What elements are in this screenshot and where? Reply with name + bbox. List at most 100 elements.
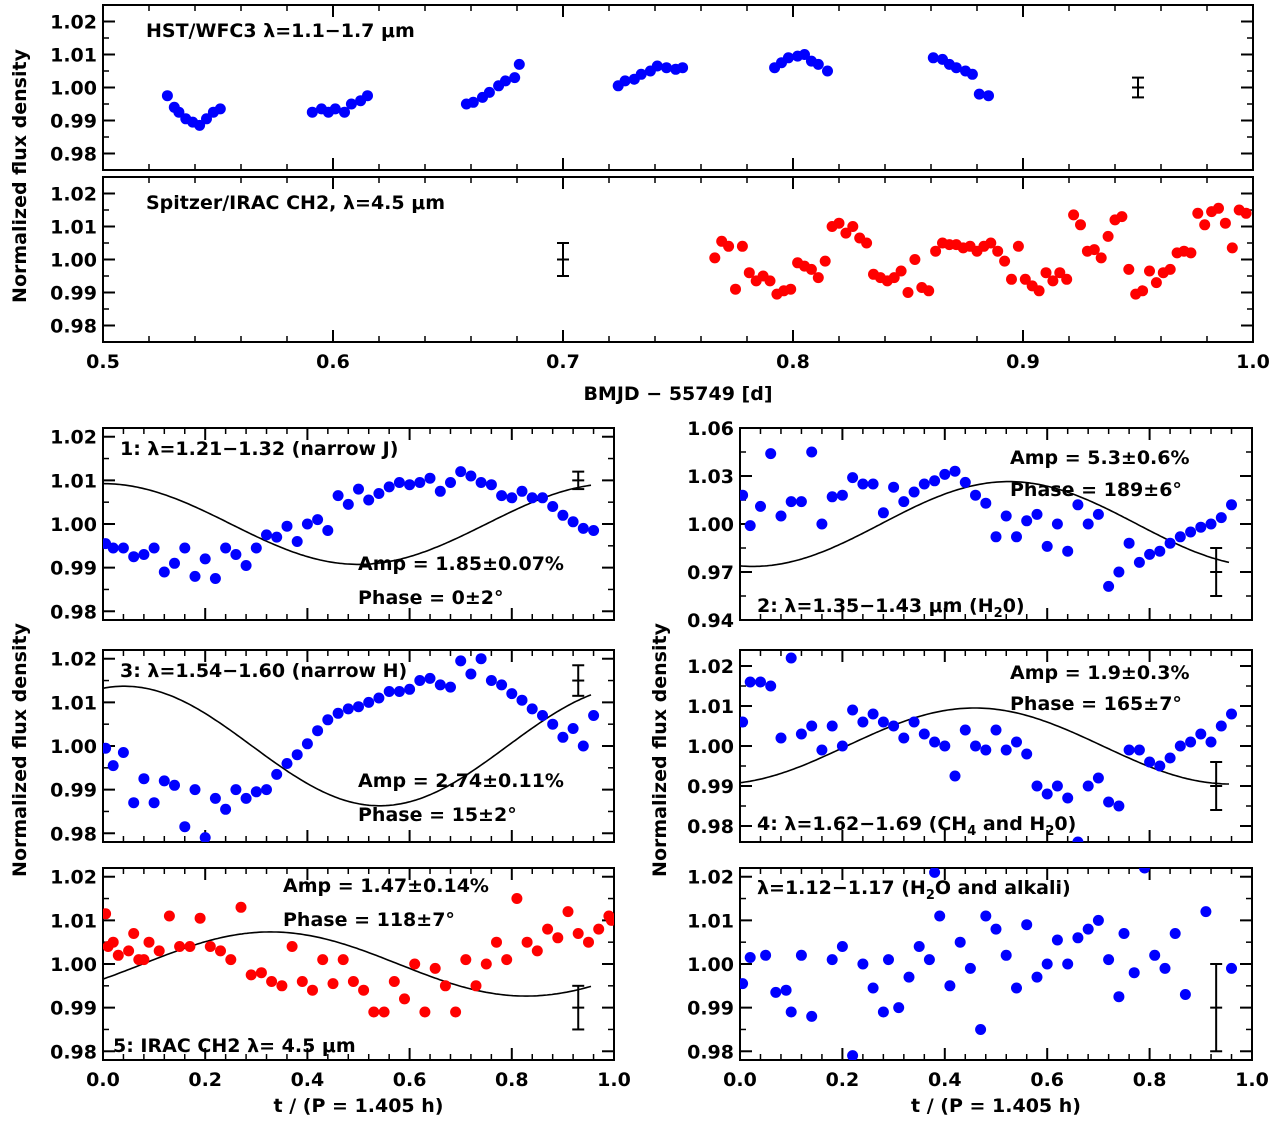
data-point: [214, 103, 226, 115]
data-point: [445, 477, 456, 488]
data-point: [424, 672, 436, 684]
data-point: [480, 958, 492, 970]
phase-annotation: Phase = 0±2°: [358, 587, 503, 609]
data-point: [775, 510, 787, 522]
data-point: [1149, 949, 1161, 961]
data-point: [973, 88, 985, 100]
data-point: [138, 773, 150, 785]
data-point: [857, 478, 869, 490]
data-point: [250, 786, 262, 798]
data-point: [1011, 982, 1022, 994]
data-point: [332, 490, 344, 502]
data-point: [822, 65, 833, 77]
data-point: [847, 704, 859, 716]
data-point: [1226, 242, 1238, 254]
data-point: [1195, 728, 1207, 740]
data-point: [291, 536, 303, 547]
data-point: [153, 945, 165, 957]
x-tick-label: 0.2: [188, 1069, 222, 1091]
data-point: [861, 237, 873, 249]
data-point: [1021, 919, 1033, 931]
data-point: [107, 760, 119, 772]
data-point: [342, 498, 354, 510]
data-point: [883, 954, 894, 966]
y-tick-label: 1.02: [50, 12, 97, 34]
data-point: [927, 52, 939, 64]
data-point: [1150, 277, 1162, 289]
data-point: [795, 949, 807, 961]
data-point: [744, 520, 756, 532]
data-point: [485, 675, 497, 686]
data-point: [954, 936, 966, 948]
data-point: [424, 472, 436, 484]
data-point: [765, 680, 777, 692]
data-point: [445, 681, 456, 693]
data-point: [1219, 217, 1231, 229]
data-point: [329, 103, 341, 115]
data-point: [286, 941, 298, 952]
data-point: [107, 542, 119, 554]
y-tick-label: 0.99: [50, 283, 97, 305]
data-point: [1133, 744, 1145, 756]
data-point: [760, 949, 772, 961]
data-point: [709, 252, 721, 264]
data-point: [199, 832, 211, 842]
data-point: [128, 551, 140, 563]
data-point: [552, 932, 564, 944]
label-text: 2: λ=1.35−1.43 μm (H: [757, 595, 994, 617]
data-point: [1103, 796, 1115, 808]
data-point: [806, 720, 818, 732]
data-point: [521, 936, 533, 948]
data-point: [812, 58, 824, 70]
data-point: [1123, 537, 1135, 549]
data-point: [1154, 545, 1166, 557]
data-point: [235, 901, 247, 913]
data-point: [990, 531, 1002, 543]
data-point: [179, 821, 191, 833]
data-point: [744, 676, 756, 688]
data-point: [1169, 928, 1181, 939]
data-point: [755, 676, 766, 688]
y-tick-label: 0.99: [50, 558, 97, 580]
data-point: [179, 542, 191, 554]
panel-label: HST/WFC3 λ=1.1−1.7 μm: [146, 20, 415, 42]
data-point: [744, 952, 756, 963]
data-point: [107, 936, 119, 948]
data-point: [204, 941, 216, 952]
y-tick-label: 0.99: [50, 111, 97, 133]
y-tick-label: 1.01: [50, 217, 97, 239]
chart-p2: 0.94 0.97 1.00 1.03 1.06 2: λ=1.35−1.43 μm (H…: [687, 418, 1253, 632]
data-point: [439, 980, 451, 992]
data-point: [1054, 267, 1066, 279]
data-point: [867, 478, 879, 490]
data-point: [368, 1006, 380, 1018]
data-point: [261, 784, 272, 796]
x-axis-label: t / (P = 1.405 h): [274, 1095, 444, 1117]
data-point: [161, 90, 173, 102]
data-point: [1200, 906, 1212, 918]
data-point: [867, 982, 879, 994]
data-point: [877, 507, 889, 519]
data-point: [867, 708, 879, 720]
data-point: [220, 542, 232, 554]
data-point: [475, 477, 487, 488]
data-point: [1195, 521, 1207, 533]
y-tick-label: 1.02: [687, 656, 734, 678]
data-point: [138, 954, 150, 966]
data-point: [230, 784, 242, 796]
data-point: [276, 980, 288, 992]
data-point: [103, 908, 112, 920]
data-points: [740, 868, 1237, 1060]
data-point: [898, 732, 910, 744]
data-point: [959, 476, 971, 488]
data-point: [806, 446, 818, 458]
data-point: [677, 62, 689, 74]
amp-annotation: Amp = 1.9±0.3%: [1010, 662, 1190, 684]
data-point: [980, 910, 992, 922]
x-tick-label: 0.8: [1133, 1069, 1167, 1091]
data-point: [1215, 720, 1227, 732]
data-point: [740, 978, 749, 990]
data-point: [414, 477, 426, 488]
data-point: [605, 914, 614, 926]
data-point: [383, 481, 395, 493]
